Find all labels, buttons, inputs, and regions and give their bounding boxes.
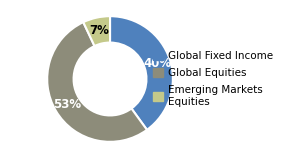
Wedge shape — [47, 22, 147, 142]
Text: 40%: 40% — [143, 57, 171, 70]
Legend: Global Fixed Income, Global Equities, Emerging Markets
Equities: Global Fixed Income, Global Equities, Em… — [149, 47, 277, 111]
Text: 53%: 53% — [53, 98, 81, 111]
Wedge shape — [110, 16, 173, 130]
Wedge shape — [83, 16, 110, 46]
Text: 7%: 7% — [89, 24, 109, 37]
